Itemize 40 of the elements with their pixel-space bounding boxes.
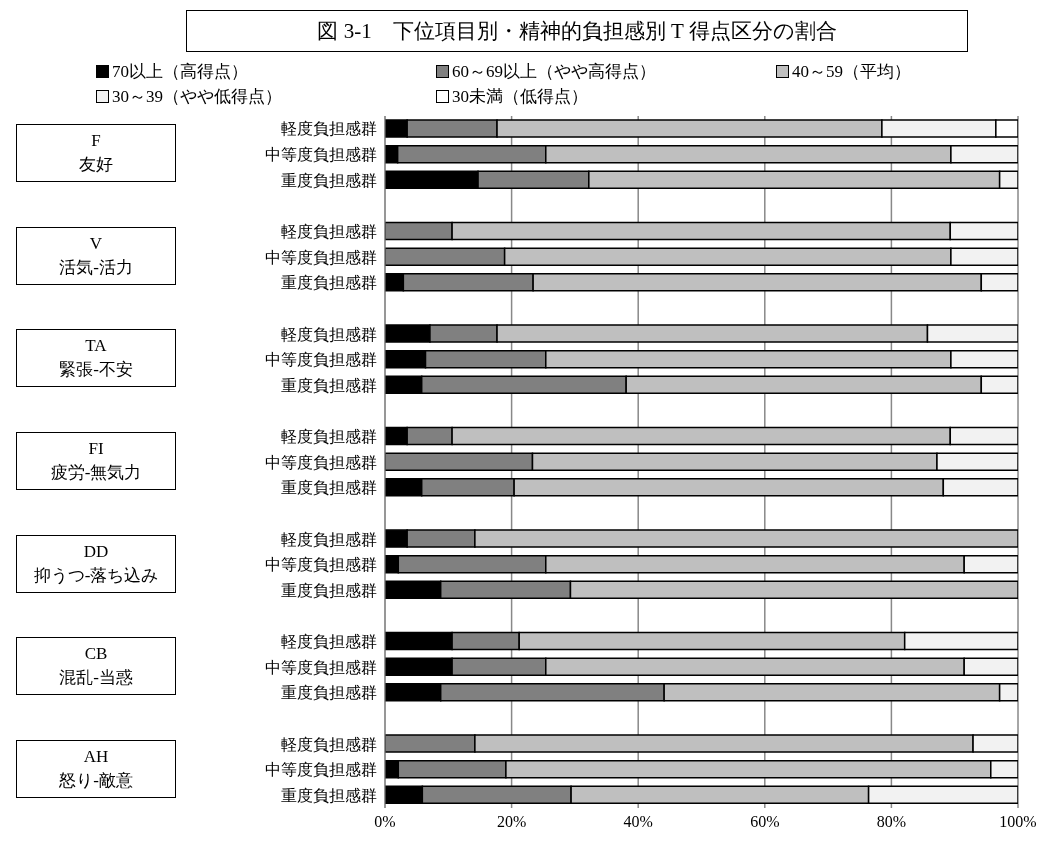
legend-label: 60～69以上（やや高得点） bbox=[452, 61, 656, 83]
y-tick-label: 中等度負担感群 bbox=[265, 761, 377, 779]
text: FI 疲労-無気力 bbox=[50, 438, 142, 484]
text: F 友好 bbox=[79, 130, 113, 177]
legend-label: 70以上（高得点） bbox=[112, 61, 248, 83]
x-tick-label: 60% bbox=[750, 813, 780, 831]
chart-title: 図 3-1 下位項目別・精神的負担感別 T 得点区分の割合 bbox=[186, 10, 968, 52]
legend-label: 40～59（平均） bbox=[792, 61, 911, 83]
text: DD 抑うつ-落ち込み bbox=[33, 540, 159, 587]
y-tick-label: 重度負担感群 bbox=[281, 581, 377, 599]
y-tick-label: 軽度負担感群 bbox=[281, 325, 377, 343]
text: AH 怒り-敵意 bbox=[59, 745, 133, 792]
y-tick-label: 中等度負担感群 bbox=[265, 453, 377, 471]
legend-label: 30～39（やや低得点） bbox=[112, 86, 282, 108]
text: CB 混乱-当惑 bbox=[59, 643, 133, 690]
y-tick-label: 軽度負担感群 bbox=[281, 428, 377, 446]
y-tick-label: 軽度負担感群 bbox=[281, 120, 377, 138]
y-tick-label: 重度負担感群 bbox=[281, 786, 377, 804]
x-tick-label: 100% bbox=[999, 813, 1037, 831]
y-tick-label: 中等度負担感群 bbox=[265, 248, 377, 266]
y-tick-label: 重度負担感群 bbox=[281, 376, 377, 394]
y-tick-label: 中等度負担感群 bbox=[265, 658, 377, 676]
y-tick-label: 重度負担感群 bbox=[281, 684, 377, 702]
text: V 活気-活力 bbox=[59, 232, 133, 279]
y-tick-label: 軽度負担感群 bbox=[281, 735, 377, 753]
text: TA 緊張-不安 bbox=[59, 335, 133, 382]
x-tick-label: 80% bbox=[876, 813, 907, 831]
y-tick-label: 軽度負担感群 bbox=[281, 633, 377, 651]
y-tick-label: 重度負担感群 bbox=[281, 171, 377, 189]
y-tick-label: 軽度負担感群 bbox=[281, 530, 377, 548]
x-tick-label: 20% bbox=[496, 813, 527, 831]
y-tick-label: 中等度負担感群 bbox=[265, 146, 377, 164]
x-tick-label: 0% bbox=[374, 813, 396, 831]
y-tick-label: 重度負担感群 bbox=[281, 274, 377, 292]
y-tick-label: 中等度負担感群 bbox=[265, 556, 377, 574]
x-tick-label: 40% bbox=[623, 813, 653, 831]
y-tick-label: 重度負担感群 bbox=[281, 479, 377, 497]
legend-label: 30未満（低得点） bbox=[452, 86, 588, 108]
y-tick-label: 中等度負担感群 bbox=[265, 351, 377, 369]
y-tick-label: 軽度負担感群 bbox=[281, 223, 377, 241]
